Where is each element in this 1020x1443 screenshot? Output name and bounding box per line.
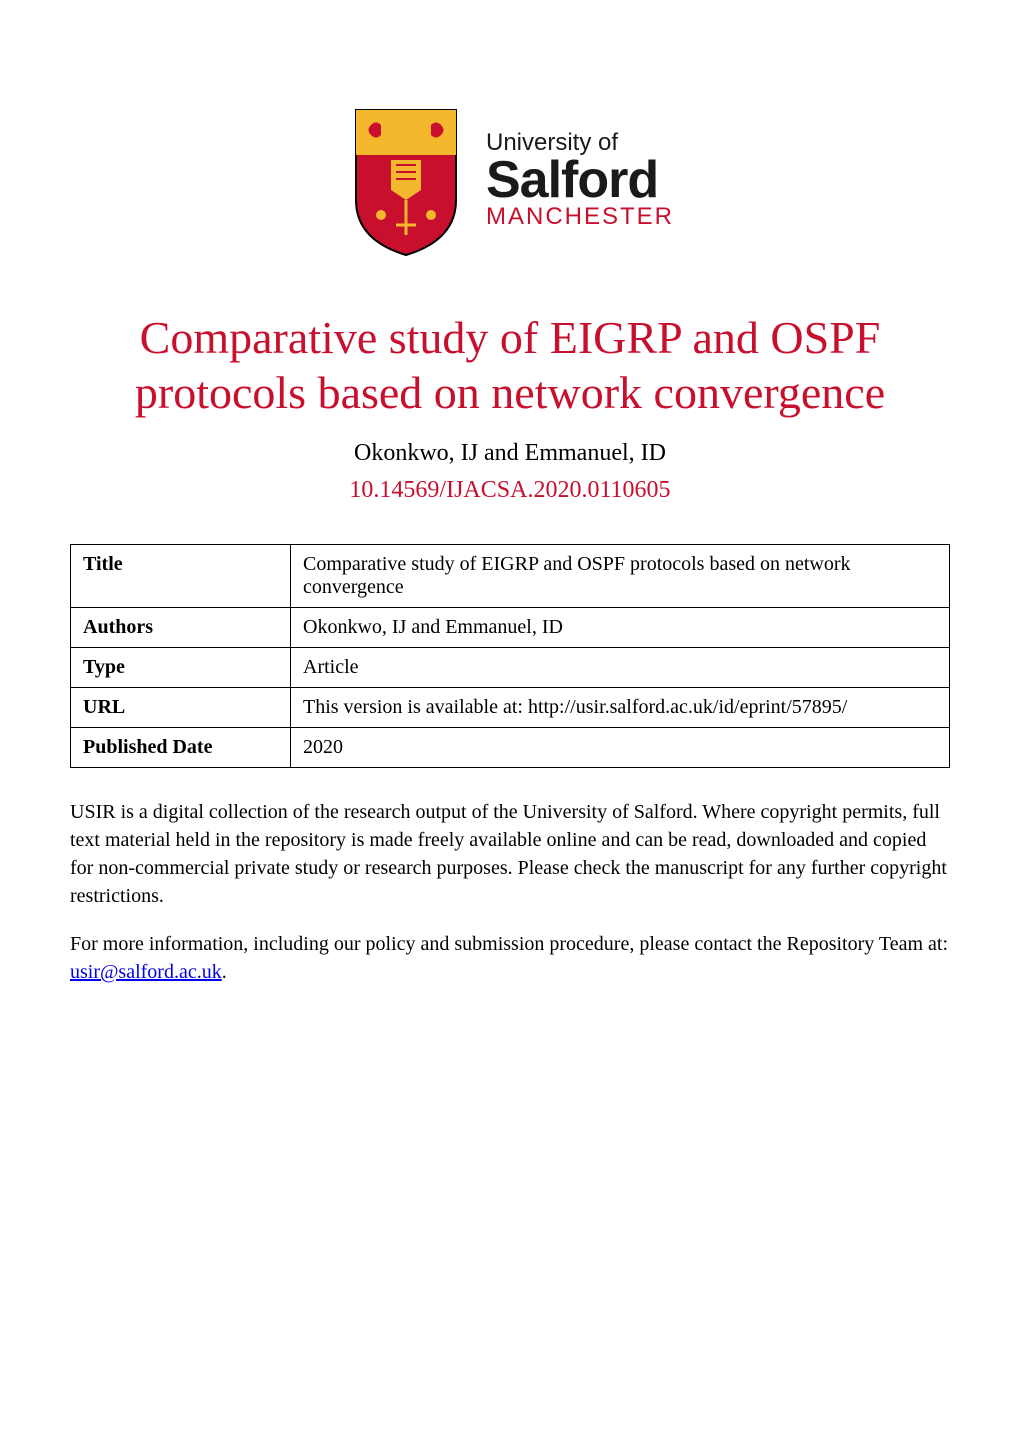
logo-shield-icon (346, 100, 466, 260)
table-row: Title Comparative study of EIGRP and OSP… (71, 545, 950, 608)
table-row: Published Date 2020 (71, 728, 950, 768)
metadata-table: Title Comparative study of EIGRP and OSP… (70, 544, 950, 768)
paper-doi: 10.14569/IJACSA.2020.0110605 (70, 477, 950, 504)
logo-text: University of Salford MANCHESTER (486, 129, 674, 232)
paper-authors: Okonkwo, IJ and Emmanuel, ID (70, 440, 950, 467)
contact-info: For more information, including our poli… (70, 930, 950, 986)
table-row: Authors Okonkwo, IJ and Emmanuel, ID (71, 608, 950, 648)
table-label: URL (71, 688, 291, 728)
table-label: Type (71, 648, 291, 688)
table-value: This version is available at: http://usi… (291, 688, 950, 728)
university-logo: University of Salford MANCHESTER (70, 100, 950, 260)
table-value: Article (291, 648, 950, 688)
table-value: Comparative study of EIGRP and OSPF prot… (291, 545, 950, 608)
contact-email-link[interactable]: usir@salford.ac.uk (70, 961, 222, 983)
contact-prefix: For more information, including our poli… (70, 933, 948, 955)
table-value: Okonkwo, IJ and Emmanuel, ID (291, 608, 950, 648)
table-value: 2020 (291, 728, 950, 768)
paper-title: Comparative study of EIGRP and OSPF prot… (70, 310, 950, 420)
logo-salford: Salford (486, 157, 674, 204)
usir-description: USIR is a digital collection of the rese… (70, 798, 950, 910)
logo-manchester: MANCHESTER (486, 203, 674, 231)
table-label: Published Date (71, 728, 291, 768)
table-label: Authors (71, 608, 291, 648)
table-row: Type Article (71, 648, 950, 688)
table-row: URL This version is available at: http:/… (71, 688, 950, 728)
table-label: Title (71, 545, 291, 608)
contact-suffix: . (222, 961, 227, 983)
